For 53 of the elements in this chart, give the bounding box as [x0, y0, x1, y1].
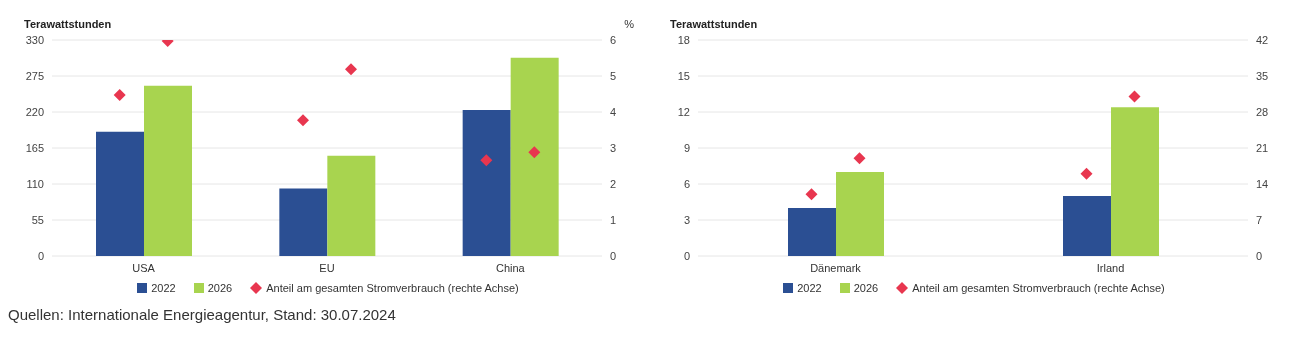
y-tick-label: 3: [683, 213, 690, 226]
x-tick-label: EU: [319, 261, 335, 274]
y2-tick-label: 28: [1256, 105, 1269, 118]
bar: [510, 57, 559, 256]
legend-label: Anteil am gesamten Stromverbrauch (rechte Achse): [911, 282, 1165, 294]
y-tick-label: 15: [677, 69, 690, 82]
legend-label: 2026: [852, 282, 879, 294]
y-tick-label: 12: [677, 105, 690, 118]
legend-label: 2022: [796, 282, 822, 294]
bar: [279, 188, 328, 256]
bar: [1111, 107, 1159, 256]
y2-axis-title: %: [624, 18, 634, 30]
y-tick-label: 55: [31, 213, 44, 226]
legend-label: 2026: [206, 282, 233, 294]
bar: [96, 131, 144, 256]
x-tick-label: China: [495, 261, 526, 274]
y-axis-title: Terawattstunden: [670, 18, 758, 30]
y2-tick-label: 6: [610, 33, 617, 46]
y2-tick-label: 14: [1256, 177, 1269, 190]
y2-tick-label: 5: [610, 69, 617, 82]
y-tick-label: 330: [25, 33, 44, 46]
x-tick-label: Irland: [1096, 261, 1125, 274]
y-tick-label: 0: [683, 249, 690, 262]
y2-tick-label: 3: [610, 141, 617, 154]
y-tick-label: 165: [25, 141, 44, 154]
y2-tick-label: 0: [1256, 249, 1263, 262]
x-tick-label: USA: [132, 261, 156, 274]
bar: [1063, 196, 1111, 256]
y2-tick-label: 1: [610, 213, 617, 226]
legend-label: Anteil am gesamten Stromverbrauch (rechte Achse): [265, 282, 519, 294]
y-tick-label: 220: [25, 105, 44, 118]
y-tick-label: 0: [37, 249, 44, 262]
y-tick-label: 110: [26, 177, 44, 190]
source-note: Quellen: Internationale Energieagentur, Stand: 30.07.2024: [8, 306, 397, 323]
y-tick-label: 6: [683, 177, 690, 190]
bar: [144, 85, 192, 256]
bar: [462, 110, 511, 256]
y-tick-label: 275: [25, 69, 44, 82]
y2-tick-label: 35: [1256, 69, 1269, 82]
y2-tick-label: 4: [610, 105, 617, 118]
y-axis-title: Terawattstunden: [24, 18, 112, 30]
bar: [788, 208, 836, 256]
bar: [836, 172, 884, 256]
legend-label: 2022: [150, 282, 176, 294]
y2-tick-label: 0: [610, 249, 617, 262]
y-tick-label: 18: [677, 33, 690, 46]
y2-tick-label: 21: [1256, 141, 1269, 154]
y-tick-label: 9: [683, 141, 690, 154]
y2-tick-label: 7: [1256, 213, 1263, 226]
x-tick-label: Dänemark: [810, 261, 862, 274]
y2-tick-label: 42: [1256, 33, 1269, 46]
y2-tick-label: 2: [610, 177, 617, 190]
bar: [327, 155, 376, 256]
